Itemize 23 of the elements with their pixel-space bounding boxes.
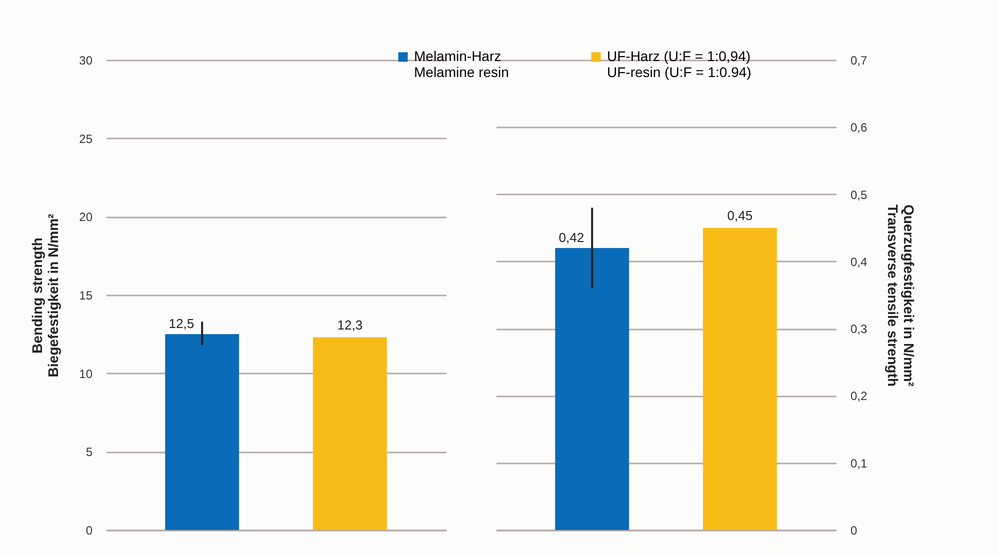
y2-tick-label: 0: [850, 524, 858, 538]
y-tick-label: 10: [79, 366, 93, 381]
y-tick-label: 30: [79, 54, 93, 68]
legend-label: Melamin-Harz Melamine resin: [414, 48, 509, 80]
data-label: 12,5: [168, 316, 194, 332]
y2-tick-label: 0,3: [850, 322, 868, 336]
y-tick-label: 5: [86, 445, 93, 460]
y-tick-label: 25: [79, 132, 93, 146]
y2-tick-label: 0,7: [850, 54, 868, 68]
y-tick-label: 0: [86, 524, 93, 538]
y-tick-label: 15: [79, 288, 93, 302]
y2-tick-label: 0,4: [850, 254, 868, 269]
y2-tick-label: 0,1: [850, 456, 868, 470]
y2-tick-label: 0,5: [850, 188, 868, 202]
y-axis-title: Bending strength Biegefestigkeit in N/mm²: [29, 213, 62, 378]
y2-tick-label: 0,2: [850, 389, 868, 404]
data-label: 0,45: [727, 208, 753, 223]
y2-tick-label: 0,6: [850, 120, 868, 135]
legend-label: UF-Harz (U:F = 1:0,94) UF-resin (U:F = 1:0.94): [607, 48, 752, 80]
data-label: 12,3: [337, 317, 363, 332]
y-tick-label: 20: [79, 210, 93, 224]
data-label: 0,42: [558, 230, 584, 245]
y2-axis-title: Querzugfestigkeit in N/mm² Transverse tensile strength: [885, 204, 918, 387]
